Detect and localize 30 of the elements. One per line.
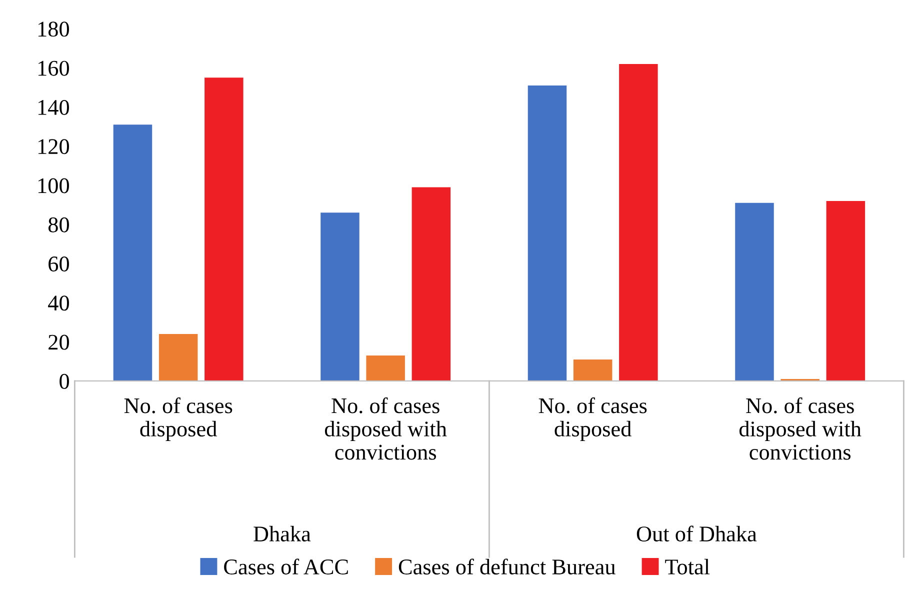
y-tick-label: 20 bbox=[48, 334, 69, 350]
y-tick-label: 160 bbox=[38, 60, 69, 76]
text: Out of Dhaka bbox=[636, 526, 757, 542]
bar bbox=[619, 64, 658, 381]
y-tick-label: 140 bbox=[38, 100, 69, 115]
x-tick-label: No. of cases disposed with convictions bbox=[324, 397, 447, 460]
bar bbox=[366, 356, 405, 381]
bar bbox=[320, 212, 360, 381]
y-tick-label: 40 bbox=[48, 296, 69, 311]
bar bbox=[113, 124, 152, 381]
legend-label: Cases of defunct Bureau bbox=[398, 558, 616, 574]
bar bbox=[735, 202, 774, 381]
bar bbox=[204, 78, 244, 381]
text: Dhaka bbox=[254, 526, 311, 542]
legend-label: Cases of ACC bbox=[224, 558, 348, 574]
y-tick-label: 180 bbox=[38, 22, 69, 37]
bar bbox=[158, 334, 198, 381]
y-tick-label: 0 bbox=[60, 374, 69, 389]
x-tick-label: No. of cases disposed with convictions bbox=[739, 397, 862, 460]
x-tick-label: No. of cases disposed bbox=[538, 397, 647, 442]
bar bbox=[528, 85, 567, 381]
x-tick-label: No. of cases disposed bbox=[124, 397, 232, 442]
bar bbox=[412, 187, 451, 381]
y-tick-label: 100 bbox=[38, 178, 69, 194]
y-tick-label: 60 bbox=[48, 256, 69, 272]
y-tick-label: 80 bbox=[48, 217, 69, 232]
y-tick-label: 120 bbox=[38, 139, 69, 154]
bar bbox=[826, 200, 866, 381]
legend-label: Total bbox=[665, 558, 710, 574]
bar bbox=[573, 359, 612, 381]
